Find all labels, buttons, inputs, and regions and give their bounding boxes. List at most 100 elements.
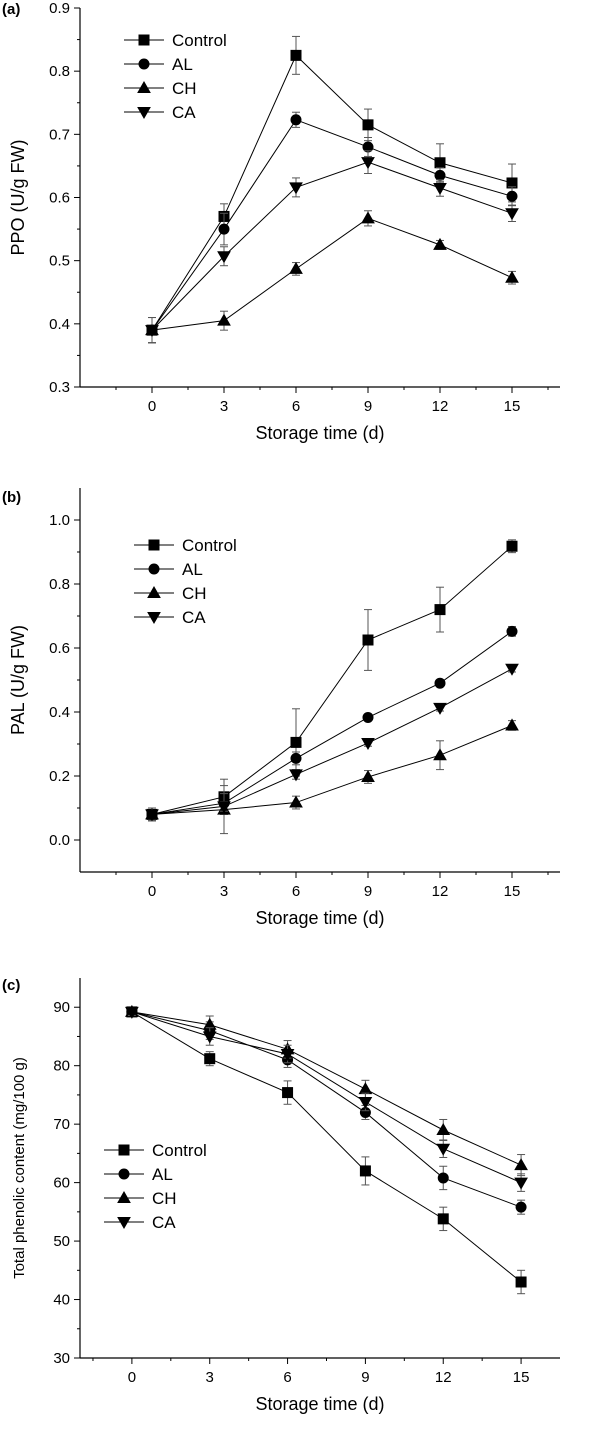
panel-a-chart: (a) 0.3 0.4 0.5 0.6 0.7 0.8 0.9 0 3 6 9 12 15 Storage… [2,0,560,443]
panel-b-legend-label: AL [182,560,203,579]
panel-b-legend-label: CA [182,608,206,627]
panel-a-x-tick-label: 3 [220,398,228,415]
panel-b-line-al [151,630,513,815]
panel-c-point-al [437,1172,449,1184]
panel-b-legend-marker [147,585,161,598]
panel-a-point-ca [361,157,375,170]
panel-b-legend-label: Control [182,536,237,555]
panel-b-x-axis-title: Storage time (d) [255,908,384,928]
panel-b-line-control [151,545,513,815]
panel-b-y-tick-label: 0.4 [49,704,70,721]
panel-a-legend-label: AL [172,55,193,74]
panel-a-line-al [151,119,513,331]
panel-c-x-tick-label: 6 [283,1369,291,1386]
panel-b-y-tick-label: 1.0 [49,512,70,529]
panel-c-point-ca [125,1006,139,1019]
panel-b-x-tick-label: 9 [364,883,372,900]
panel-c-chart: (c) 30 40 50 60 70 80 90 0 3 6 9 12 15 Storage time (… [2,977,560,1414]
panel-b-label: (b) [2,489,21,506]
panel-a-point-ch [217,313,231,326]
panel-c-line-ca [131,1011,522,1184]
panel-a-legend-label: CA [172,103,196,122]
panel-a-point-control [434,157,446,169]
panel-c-point-ca [514,1177,528,1190]
panel-b-x-tick-label: 15 [504,883,521,900]
panel-a-point-ca [217,251,231,264]
panel-a-point-control [362,119,374,131]
panel-b-point-control [290,736,302,748]
panel-b-point-al [434,677,446,689]
panel-a-x-tick-label: 6 [292,398,300,415]
panel-b-line-ch [151,724,513,815]
panel-c-line-control [131,1011,522,1283]
panel-b-y-tick-label: 0.0 [49,832,70,849]
panel-c-y-axis-title: Total phenolic content (mg/100 g) [11,1057,28,1279]
panel-c-label: (c) [2,977,20,994]
panel-c-point-ch [358,1082,373,1095]
panel-c-line-al [131,1011,522,1208]
panel-b-y-axis-title: PAL (U/g FW) [8,625,28,735]
panel-c-line-ch [131,1011,522,1166]
panel-b-legend-marker [147,612,161,625]
panel-b-point-ca [217,801,231,814]
panel-c-y-tick-label: 30 [53,1350,70,1367]
panel-a-point-ch [433,237,447,250]
panel-a-point-ch [361,211,375,224]
panel-b-x-tick-label: 6 [292,883,300,900]
panel-b-y-tick-label: 0.2 [49,768,70,785]
panel-b-point-ch [289,795,303,808]
panel-c-point-control [282,1087,294,1099]
panel-c-legend-marker [118,1144,130,1156]
panel-a-point-ca [289,182,303,195]
panel-b-point-ca [289,769,303,782]
panel-a-legend-marker [137,107,151,120]
panel-c-legend-marker [118,1168,130,1180]
panel-a-legend-label: Control [172,31,227,50]
panel-b-chart: (b) 0.0 0.2 0.4 0.6 0.8 1.0 0 3 6 9 12 15 Storage ti… [2,488,560,928]
panel-c-y-tick-label: 70 [53,1116,70,1133]
panel-c-legend-marker [117,1190,131,1203]
panel-a-line-ch [151,217,513,331]
panel-a-y-tick-label: 0.6 [49,190,70,207]
panel-c-y-tick-label: 40 [53,1292,70,1309]
panel-c-x-axis-title: Storage time (d) [255,1394,384,1414]
panel-b-legend-marker [148,539,160,551]
panel-a-point-ca [145,325,159,338]
panel-c-point-ca [358,1096,373,1109]
panel-b-legend-label: CH [182,584,207,603]
panel-b-point-al [362,711,374,723]
panel-c-legend-label: CA [152,1213,176,1232]
panel-b-point-al [290,752,302,764]
panel-b-point-control [506,540,518,552]
panel-b-point-ch [361,769,375,782]
panel-c-point-control [515,1276,527,1288]
panel-c-point-ch [436,1122,451,1135]
panel-b-x-tick-label: 0 [148,883,156,900]
panel-b-point-ch [505,718,519,731]
panel-c-x-tick-label: 9 [361,1369,369,1386]
panel-a-point-al [506,190,518,202]
panel-a-point-al [434,169,446,181]
panel-a-line-control [151,54,513,331]
panel-b-x-tick-label: 12 [432,883,449,900]
panel-c-point-ca [280,1049,295,1062]
panel-a-line-ca [151,161,513,331]
panel-a-legend-marker [138,58,150,70]
panel-c-point-control [437,1213,449,1225]
panel-a-x-tick-label: 15 [504,398,521,415]
panel-c-y-tick-label: 80 [53,1058,70,1075]
panel-c-x-tick-label: 3 [206,1369,214,1386]
panel-c-x-tick-label: 15 [513,1369,530,1386]
panel-a-y-tick-label: 0.3 [49,379,70,396]
panel-a-point-control [290,49,302,61]
panel-b-point-ca [145,809,159,822]
panel-c-y-tick-label: 90 [53,999,70,1016]
panel-b-x-tick-label: 3 [220,883,228,900]
panel-b-y-tick-label: 0.6 [49,640,70,657]
panel-a-x-tick-label: 0 [148,398,156,415]
panel-a-legend-marker [137,80,151,93]
panel-a-point-al [218,223,230,235]
panel-c-point-al [515,1201,527,1213]
panel-c-legend-label: AL [152,1165,173,1184]
